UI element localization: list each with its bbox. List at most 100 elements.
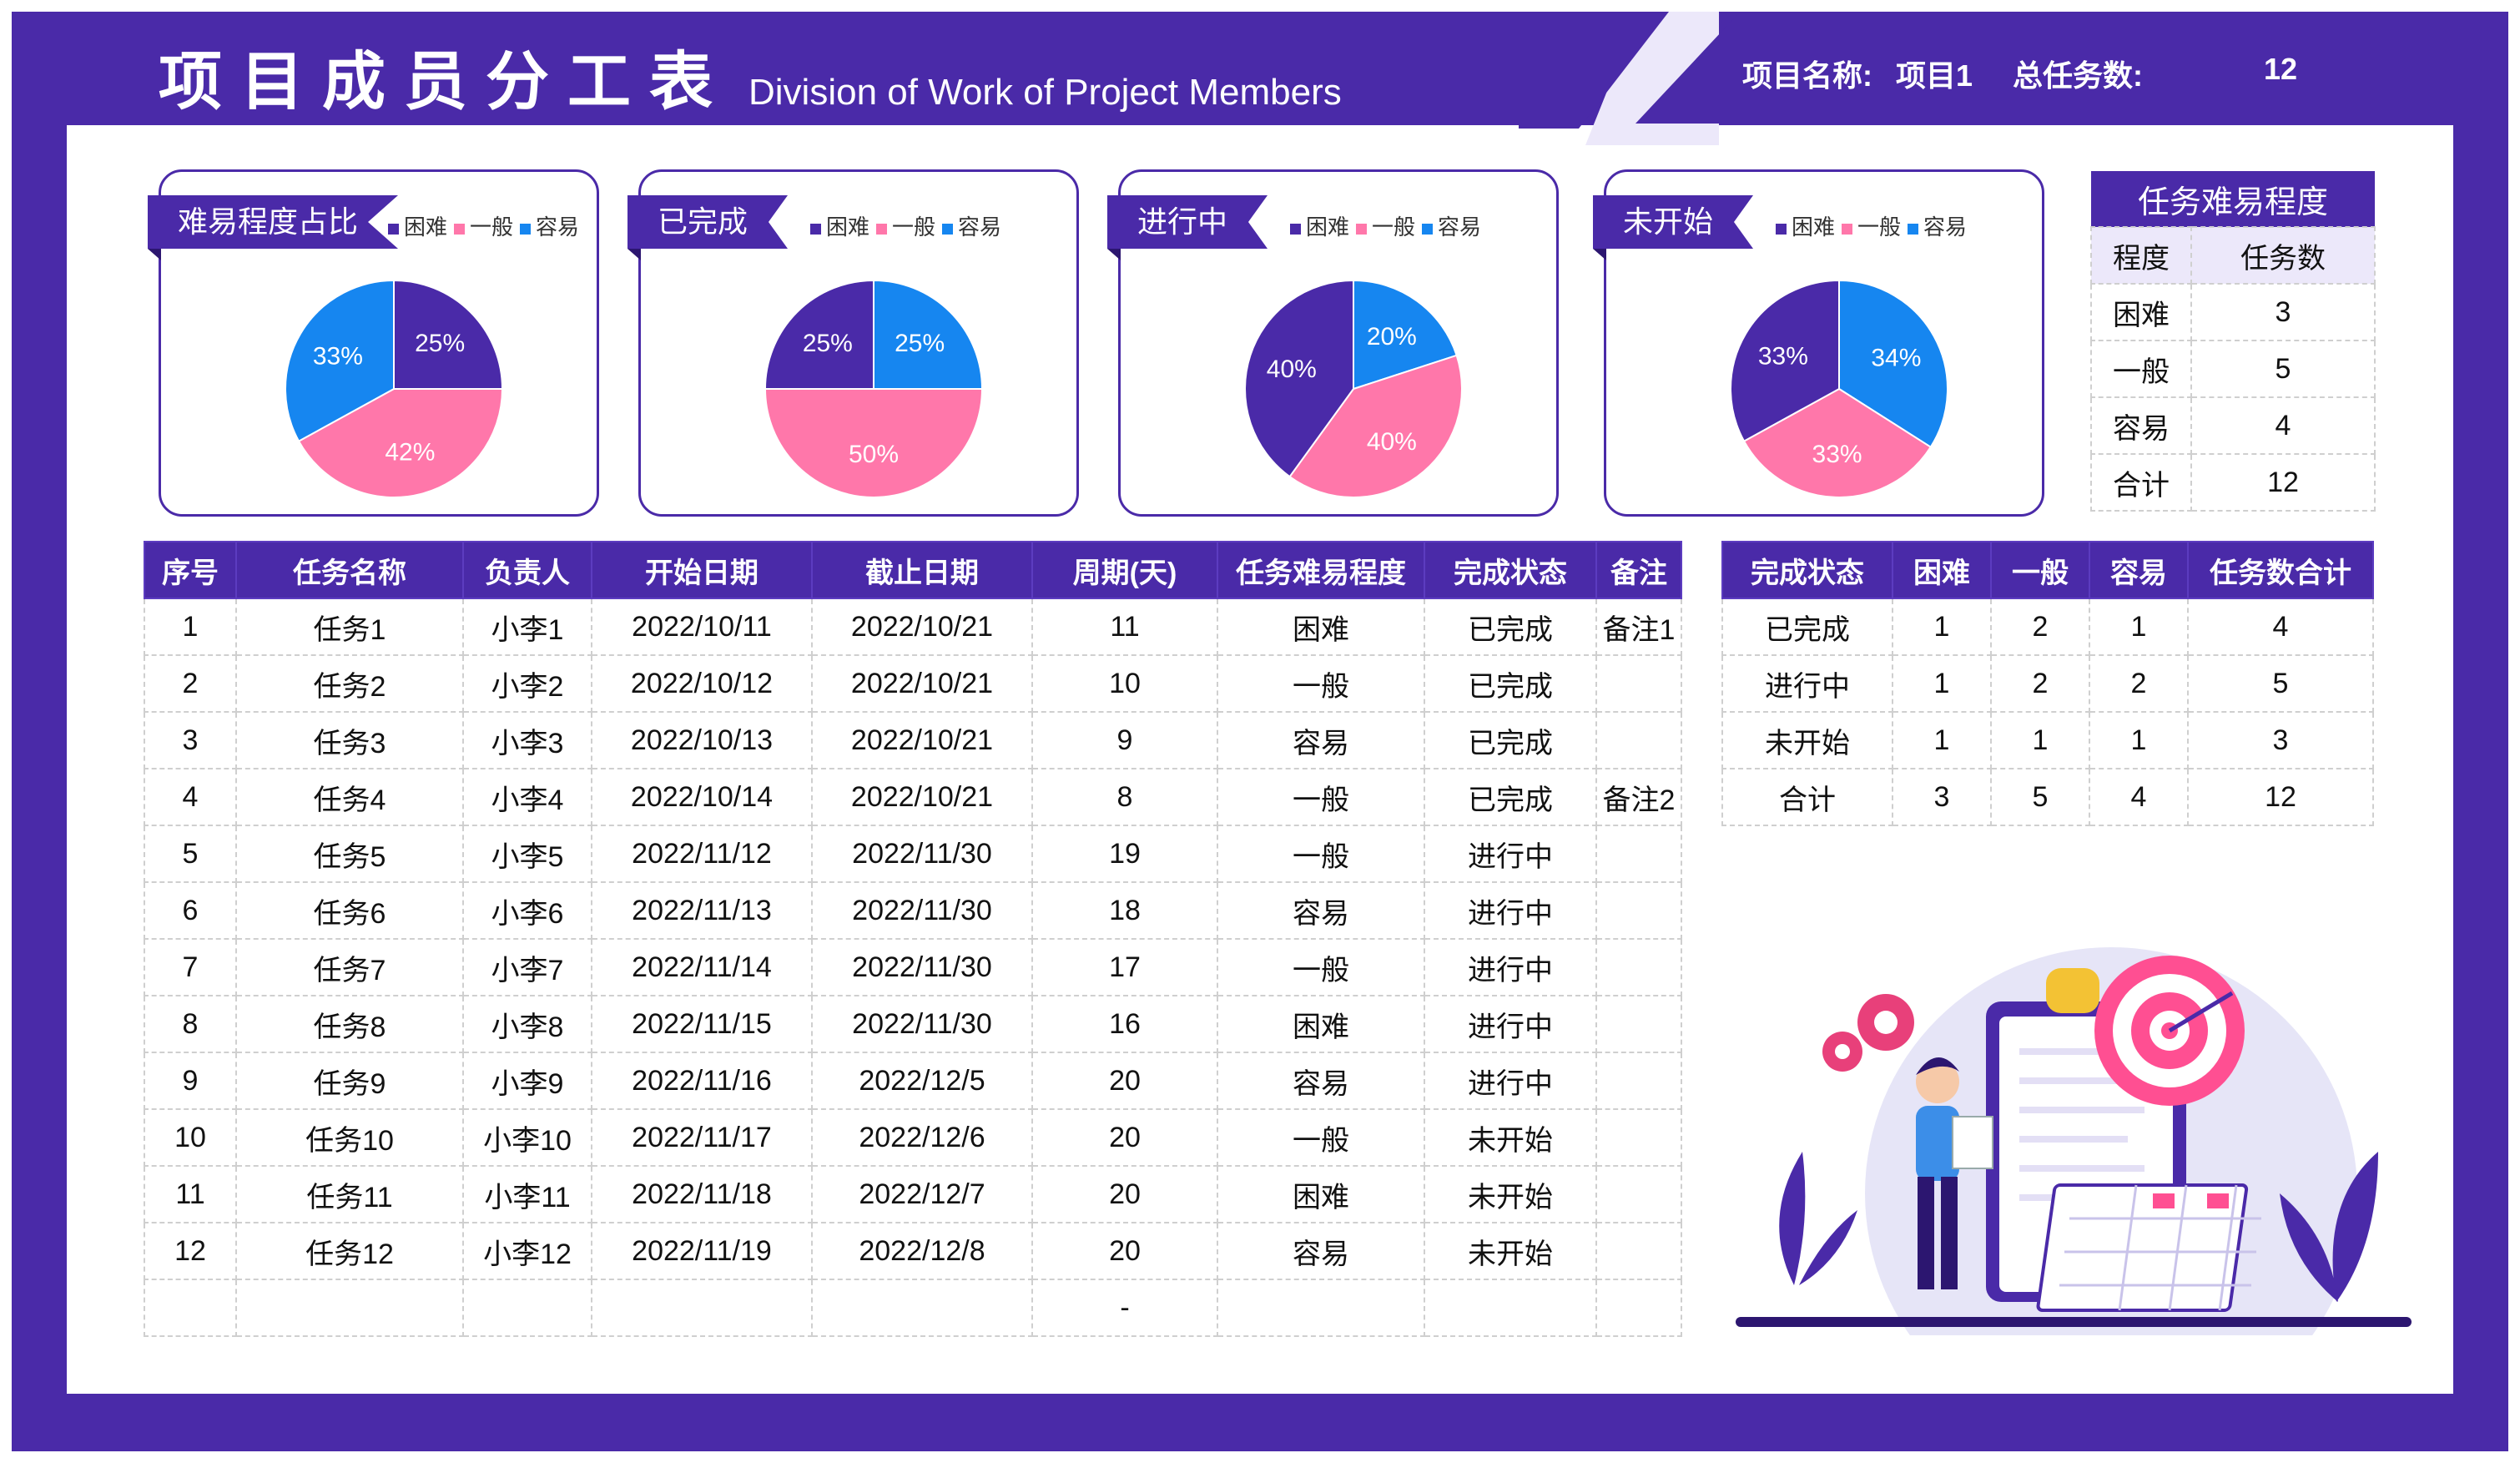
pie-data-label: 33% <box>1758 342 1808 370</box>
pie-card: 进行中 困难 一般 容易 20% 40% 40% <box>1107 169 1559 517</box>
status-cell: 1 <box>1892 598 1992 656</box>
legend-label-hard: 困难 <box>826 214 870 240</box>
pie-slice-hard <box>764 279 874 390</box>
pie-legend: 困难 一般 容易 <box>804 210 1001 241</box>
table-cell: 2022/11/12 <box>591 825 813 883</box>
pie-slice-normal <box>764 388 984 498</box>
difficulty-row: 一般 5 <box>2090 340 2376 398</box>
table-cell: 小李6 <box>462 881 592 940</box>
table-cell: 小李10 <box>462 1108 592 1167</box>
table-cell <box>1595 881 1682 940</box>
table-row: 9 任务9 小李9 2022/11/16 2022/12/5 20 容易 进行中 <box>144 1052 1682 1110</box>
table-cell: 18 <box>1031 881 1218 940</box>
table-cell: 已完成 <box>1424 711 1597 769</box>
table-row: 12 任务12 小李12 2022/11/19 2022/12/8 20 容易 未开始 <box>144 1222 1682 1280</box>
table-cell <box>1424 1279 1597 1337</box>
pie-data-label: 40% <box>1267 356 1317 383</box>
table-cell <box>1595 711 1682 769</box>
table-cell <box>462 1279 592 1337</box>
task-table-header: 开始日期 <box>591 541 813 599</box>
table-cell: 2 <box>144 654 237 713</box>
legend-label-easy: 容易 <box>958 214 1002 240</box>
table-cell <box>1595 1108 1682 1167</box>
table-cell: 任务2 <box>235 654 464 713</box>
status-cell: 2 <box>1990 598 2090 656</box>
legend-swatch <box>1908 223 1919 235</box>
status-table-header: 完成状态 <box>1721 541 1893 599</box>
table-cell: - <box>1031 1279 1218 1337</box>
task-table-header: 任务名称 <box>235 541 464 599</box>
table-cell: 2022/12/6 <box>811 1108 1033 1167</box>
table-cell: 任务11 <box>235 1165 464 1223</box>
difficulty-cell: 3 <box>2190 283 2376 341</box>
project-info: 项目名称: 项目1 总任务数: 12 <box>1742 52 2297 95</box>
status-cell: 5 <box>2187 654 2374 713</box>
legend-swatch <box>454 223 466 235</box>
pie-slice-easy <box>1353 279 1458 391</box>
table-cell: 10 <box>144 1108 237 1167</box>
pie-card-title: 难易程度占比 <box>148 195 399 249</box>
pie-data-label: 20% <box>1367 323 1417 351</box>
table-cell: 进行中 <box>1424 881 1597 940</box>
table-row: 2 任务2 小李2 2022/10/12 2022/10/21 10 一般 已完成 <box>144 654 1682 713</box>
table-cell: 小李7 <box>462 938 592 996</box>
table-cell: 2022/11/14 <box>591 938 813 996</box>
table-cell: 2022/10/21 <box>811 598 1033 656</box>
table-cell <box>1595 1165 1682 1223</box>
legend-swatch <box>1422 223 1434 235</box>
legend-label-hard: 困难 <box>1792 214 1836 240</box>
table-cell: 未开始 <box>1424 1222 1597 1280</box>
pie-card-title: 进行中 <box>1107 195 1268 249</box>
pie-legend: 困难 一般 容易 <box>1769 210 1967 241</box>
pie-data-label: 42% <box>385 439 435 467</box>
project-illustration <box>1736 947 2412 1335</box>
pie-legend: 困难 一般 容易 <box>381 210 579 241</box>
table-cell: 小李9 <box>462 1052 592 1110</box>
legend-swatch <box>810 223 821 235</box>
table-cell: 任务12 <box>235 1222 464 1280</box>
table-cell: 12 <box>144 1222 237 1280</box>
table-cell: 小李8 <box>462 995 592 1053</box>
difficulty-cell: 合计 <box>2090 453 2192 512</box>
table-cell: 容易 <box>1217 881 1425 940</box>
pie-chart: 25% 42% 33% <box>285 279 504 498</box>
page-title: 项目成员分工表 <box>159 47 731 118</box>
table-cell: 未开始 <box>1424 1108 1597 1167</box>
status-row: 合计 3 5 4 12 <box>1721 768 2374 826</box>
status-cell: 12 <box>2187 768 2374 826</box>
table-cell: 2022/11/17 <box>591 1108 813 1167</box>
table-cell: 2022/12/8 <box>811 1222 1033 1280</box>
total-tasks-value: 12 <box>2264 52 2298 86</box>
total-tasks-label: 总任务数: <box>2013 58 2144 93</box>
difficulty-cell: 5 <box>2190 340 2376 398</box>
legend-label-hard: 困难 <box>1306 214 1350 240</box>
status-cell: 1 <box>1892 654 1992 713</box>
table-cell: 19 <box>1031 825 1218 883</box>
pie-slice-hard <box>1244 279 1354 478</box>
table-cell: 容易 <box>1217 1052 1425 1110</box>
status-cell: 2 <box>1990 654 2090 713</box>
table-cell: 2022/10/21 <box>811 654 1033 713</box>
pie-slice-hard <box>1730 279 1840 442</box>
table-cell: 容易 <box>1217 1222 1425 1280</box>
table-cell <box>591 1279 813 1337</box>
task-table-header: 任务难易程度 <box>1217 541 1425 599</box>
difficulty-table-caption: 任务难易程度 <box>2091 171 2375 227</box>
project-info-banner <box>1635 12 2508 124</box>
table-cell: 进行中 <box>1424 938 1597 996</box>
table-cell: 小李4 <box>462 768 592 826</box>
pie-slice-hard <box>393 279 504 390</box>
status-cell: 已完成 <box>1721 598 1893 656</box>
table-cell: 任务10 <box>235 1108 464 1167</box>
table-cell: 进行中 <box>1424 1052 1597 1110</box>
status-table-header: 任务数合计 <box>2187 541 2374 599</box>
table-cell: 备注2 <box>1595 768 1682 826</box>
status-table-header: 容易 <box>2089 541 2189 599</box>
table-cell <box>1595 825 1682 883</box>
table-cell: 20 <box>1031 1052 1218 1110</box>
task-table-header: 周期(天) <box>1031 541 1218 599</box>
status-cell: 3 <box>1892 768 1992 826</box>
table-cell <box>1595 654 1682 713</box>
table-cell: 9 <box>144 1052 237 1110</box>
clip-icon <box>2046 968 2099 1013</box>
